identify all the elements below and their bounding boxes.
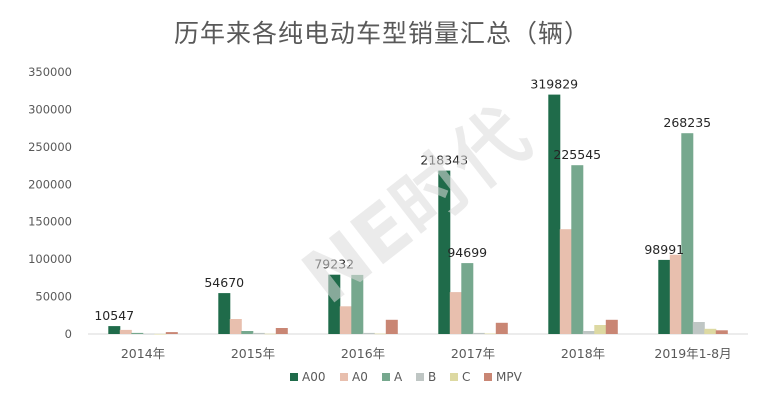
legend-swatch-a xyxy=(382,373,390,381)
bar-a0-1 xyxy=(229,319,242,334)
data-label: 94699 xyxy=(447,245,487,260)
bar-b-3 xyxy=(472,332,485,334)
bar-c-2 xyxy=(374,333,387,335)
y-tick-label: 300000 xyxy=(28,102,72,116)
bar-a00-3 xyxy=(438,170,451,334)
legend-label-a0: A0 xyxy=(352,370,368,384)
bar-a-4 xyxy=(571,165,584,334)
y-tick-label: 0 xyxy=(65,327,72,341)
bar-c-5 xyxy=(704,328,717,334)
x-tick-label: 2014年 xyxy=(121,346,165,361)
legend-label-c: C xyxy=(462,370,470,384)
y-tick-label: 350000 xyxy=(28,65,72,79)
bar-a00-2 xyxy=(328,274,341,334)
data-label: 98991 xyxy=(644,242,684,257)
data-label: 225545 xyxy=(553,147,601,162)
y-tick-label: 150000 xyxy=(28,215,72,229)
bar-a0-2 xyxy=(339,306,352,334)
legend-label-mpv: MPV xyxy=(496,370,523,384)
bar-mpv-1 xyxy=(275,328,288,334)
bar-a0-5 xyxy=(669,254,682,334)
bar-a00-5 xyxy=(658,259,671,334)
data-label: 268235 xyxy=(663,115,711,130)
bar-b-5 xyxy=(692,322,705,334)
y-tick-label: 250000 xyxy=(28,140,72,154)
bar-a0-4 xyxy=(559,229,572,334)
legend-label-a00: A00 xyxy=(302,370,325,384)
bar-c-1 xyxy=(264,333,277,335)
bar-mpv-5 xyxy=(715,330,728,334)
data-label: 79232 xyxy=(314,257,354,272)
bar-mpv-2 xyxy=(385,319,398,334)
data-label: 218343 xyxy=(420,153,468,168)
bar-a0-0 xyxy=(119,329,132,334)
x-tick-label: 2019年1-8月 xyxy=(654,346,731,361)
bar-b-1 xyxy=(252,332,265,334)
legend-swatch-a00 xyxy=(290,373,298,381)
data-label: 54670 xyxy=(204,275,244,290)
legend-swatch-mpv xyxy=(484,373,492,381)
bar-a00-4 xyxy=(548,94,561,334)
bar-a00-0 xyxy=(108,326,121,334)
bar-b-2 xyxy=(362,332,375,334)
bar-mpv-4 xyxy=(605,319,618,334)
bar-a0-3 xyxy=(449,292,462,334)
data-label: 10547 xyxy=(94,308,134,323)
bar-mpv-3 xyxy=(495,322,508,334)
bar-c-4 xyxy=(594,325,607,334)
bar-c-0 xyxy=(154,333,167,335)
bar-b-0 xyxy=(142,333,155,335)
bar-a-0 xyxy=(131,332,144,334)
x-tick-label: 2017年 xyxy=(451,346,495,361)
x-tick-label: 2015年 xyxy=(231,346,275,361)
bar-c-3 xyxy=(484,333,497,335)
bar-mpv-0 xyxy=(165,332,178,334)
bar-a-1 xyxy=(241,331,254,334)
legend-label-b: B xyxy=(428,370,436,384)
bar-a-2 xyxy=(351,274,364,334)
x-tick-label: 2016年 xyxy=(341,346,385,361)
y-tick-label: 50000 xyxy=(35,290,72,304)
bar-a-5 xyxy=(681,133,694,334)
data-label: 319829 xyxy=(530,77,578,92)
y-tick-label: 200000 xyxy=(28,177,72,191)
x-tick-label: 2018年 xyxy=(561,346,605,361)
y-tick-label: 100000 xyxy=(28,252,72,266)
legend-swatch-b xyxy=(416,373,424,381)
legend-label-a: A xyxy=(394,370,403,384)
chart-title: 历年来各纯电动车型销量汇总（辆） xyxy=(173,19,590,48)
bar-a-3 xyxy=(461,263,474,334)
bar-a00-1 xyxy=(218,293,231,334)
legend-swatch-c xyxy=(450,373,458,381)
bar-b-4 xyxy=(582,331,595,334)
legend-swatch-a0 xyxy=(340,373,348,381)
